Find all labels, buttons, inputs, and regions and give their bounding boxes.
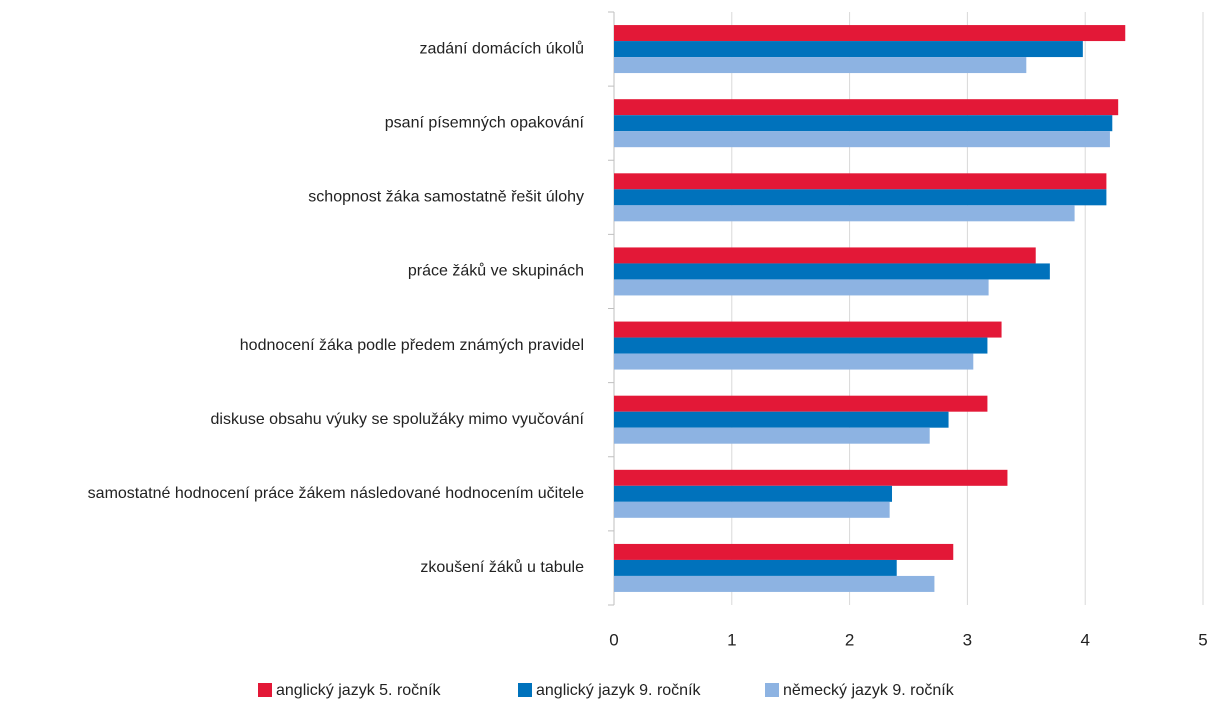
bar [614, 543, 954, 560]
legend-swatch [518, 683, 532, 697]
bar [614, 263, 1050, 280]
y-tick-label: samostatné hodnocení práce žákem následo… [88, 485, 584, 502]
bar [614, 57, 1027, 74]
y-tick-label: zkoušení žáků u tabule [420, 558, 584, 576]
y-tick-label: práce žáků ve skupinách [408, 262, 584, 280]
legend-label: německý jazyk 9. ročník [783, 682, 955, 699]
x-tick-label: 0 [609, 630, 618, 649]
bar [614, 205, 1075, 222]
bar [614, 189, 1107, 206]
bar [614, 41, 1083, 58]
y-tick-label: diskuse obsahu výuky se spolužáky mimo v… [210, 411, 584, 428]
y-tick-label: psaní písemných opakování [385, 114, 585, 131]
legend-label: anglický jazyk 5. ročník [276, 682, 442, 699]
bar [614, 411, 949, 428]
bar [614, 485, 893, 502]
bar [614, 395, 988, 412]
bar [614, 131, 1110, 148]
bar [614, 337, 988, 354]
bar [614, 469, 1008, 486]
x-tick-label: 5 [1198, 630, 1207, 649]
y-tick-label: schopnost žáka samostatně řešit úlohy [308, 189, 584, 206]
legend-swatch [765, 683, 779, 697]
x-tick-label: 1 [727, 630, 736, 649]
bar [614, 321, 1002, 338]
y-tick-label: zadání domácích úkolů [419, 39, 584, 57]
bar [614, 115, 1113, 132]
bar [614, 173, 1107, 190]
legend-swatch [258, 683, 272, 697]
x-tick-label: 2 [845, 630, 854, 649]
x-tick-label: 4 [1080, 630, 1089, 649]
bar [614, 25, 1126, 42]
bar [614, 247, 1036, 264]
bar [614, 501, 890, 518]
legend-label: anglický jazyk 9. ročník [536, 682, 702, 699]
bar [614, 353, 974, 370]
bar [614, 99, 1119, 116]
x-tick-label: 3 [963, 630, 972, 649]
bar [614, 559, 897, 576]
bar [614, 427, 930, 444]
bar [614, 279, 989, 296]
bar [614, 575, 935, 592]
y-tick-label: hodnocení žáka podle předem známých prav… [240, 337, 584, 354]
